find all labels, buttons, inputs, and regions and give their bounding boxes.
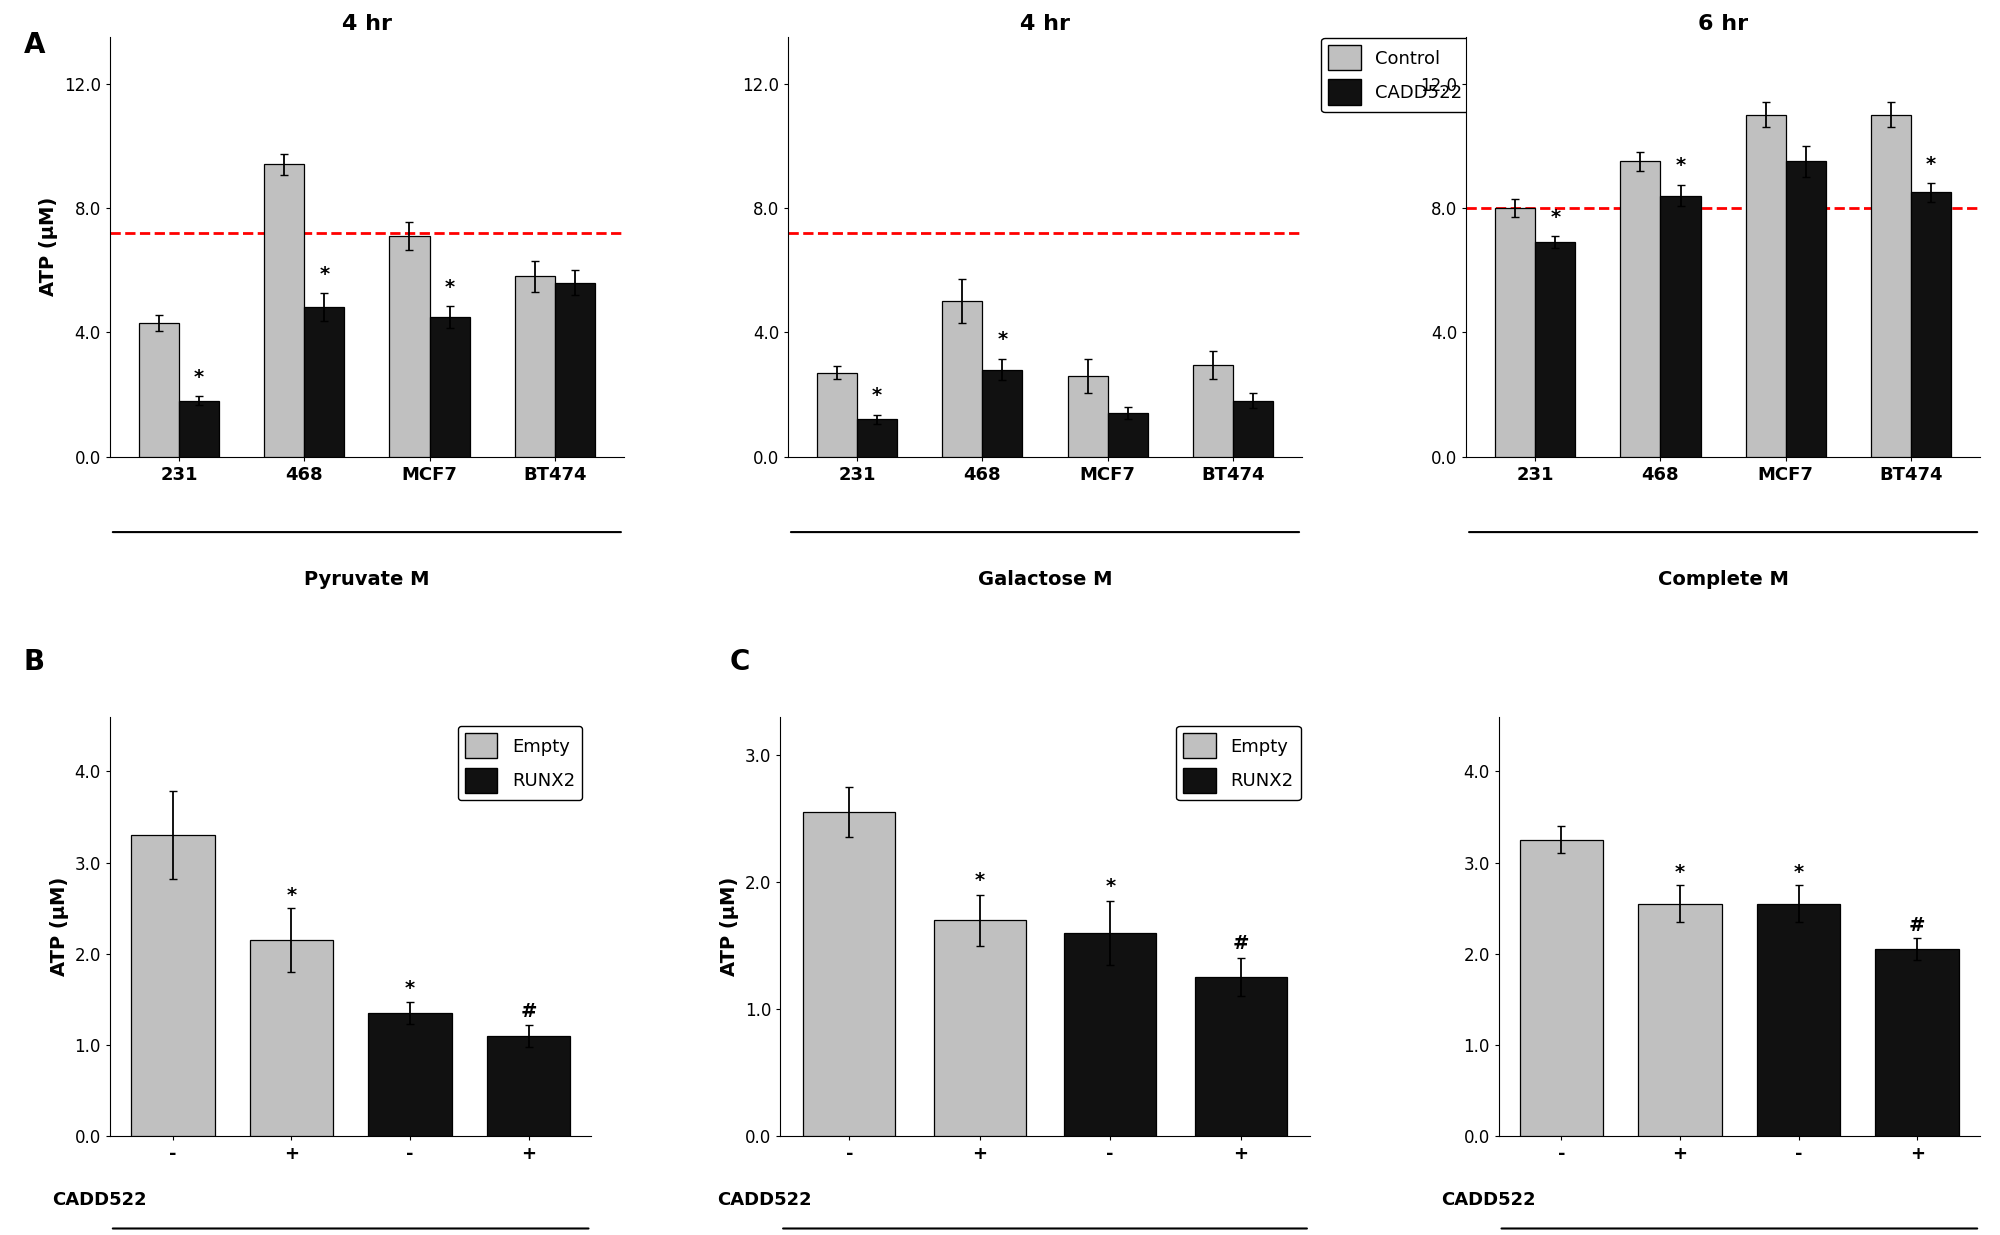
Text: #: # — [1908, 915, 1926, 935]
Text: #: # — [1232, 934, 1248, 953]
Bar — [304, 308, 344, 457]
Bar — [1620, 162, 1660, 457]
Y-axis label: ATP (μM): ATP (μM) — [720, 877, 740, 976]
Text: *: * — [320, 266, 330, 284]
Legend: Control, CADD522: Control, CADD522 — [1322, 38, 1470, 112]
Y-axis label: ATP (μM): ATP (μM) — [50, 877, 70, 976]
Text: CADD522: CADD522 — [716, 1191, 812, 1209]
Title: 4 hr: 4 hr — [342, 14, 392, 35]
Bar — [1912, 193, 1952, 457]
Bar — [130, 835, 214, 1136]
Text: *: * — [1926, 154, 1936, 174]
Bar — [1756, 904, 1840, 1136]
Bar — [1786, 162, 1826, 457]
Bar — [390, 236, 430, 457]
Text: *: * — [404, 979, 416, 998]
Bar — [804, 813, 896, 1136]
Text: B: B — [24, 648, 46, 677]
Text: *: * — [1676, 157, 1686, 175]
Bar — [514, 277, 554, 457]
Bar — [1876, 950, 1960, 1136]
Bar — [942, 301, 982, 457]
Bar — [1194, 977, 1286, 1136]
Bar — [1870, 115, 1912, 457]
Bar — [1520, 840, 1604, 1136]
Text: Complete M: Complete M — [1658, 569, 1788, 589]
Bar — [1064, 932, 1156, 1136]
Y-axis label: ATP (μM): ATP (μM) — [40, 198, 58, 296]
Text: CADD522: CADD522 — [1440, 1191, 1536, 1209]
Bar — [1638, 904, 1722, 1136]
Bar — [1192, 364, 1232, 457]
Bar — [554, 283, 594, 457]
Title: 6 hr: 6 hr — [1698, 14, 1748, 35]
Text: #: # — [520, 1003, 536, 1021]
Bar — [1068, 375, 1108, 457]
Bar — [264, 164, 304, 457]
Text: A: A — [24, 31, 46, 59]
Text: Galactose M: Galactose M — [978, 569, 1112, 589]
Legend: Empty, RUNX2: Empty, RUNX2 — [1176, 726, 1300, 800]
Text: Pyruvate M: Pyruvate M — [304, 569, 430, 589]
Title: 4 hr: 4 hr — [1020, 14, 1070, 35]
Text: *: * — [974, 871, 984, 889]
Bar — [858, 419, 898, 457]
Text: *: * — [444, 278, 454, 296]
Bar — [250, 940, 334, 1136]
Bar — [1496, 207, 1536, 457]
Text: *: * — [1550, 207, 1560, 226]
Bar — [982, 369, 1022, 457]
Bar — [368, 1013, 452, 1136]
Text: *: * — [1106, 877, 1116, 895]
Bar — [1232, 400, 1274, 457]
Text: *: * — [1674, 863, 1686, 882]
Bar — [138, 322, 178, 457]
Text: *: * — [872, 387, 882, 405]
Legend: Empty, RUNX2: Empty, RUNX2 — [458, 726, 582, 800]
Text: CADD522: CADD522 — [52, 1191, 146, 1209]
Bar — [1536, 242, 1576, 457]
Text: *: * — [1794, 863, 1804, 882]
Bar — [486, 1036, 570, 1136]
Text: C: C — [730, 648, 750, 677]
Text: *: * — [998, 330, 1008, 350]
Bar — [1660, 195, 1700, 457]
Bar — [816, 373, 858, 457]
Bar — [1746, 115, 1786, 457]
Bar — [430, 316, 470, 457]
Bar — [1108, 412, 1148, 457]
Bar — [934, 920, 1026, 1136]
Bar — [178, 400, 220, 457]
Text: *: * — [194, 368, 204, 387]
Text: *: * — [286, 885, 296, 904]
